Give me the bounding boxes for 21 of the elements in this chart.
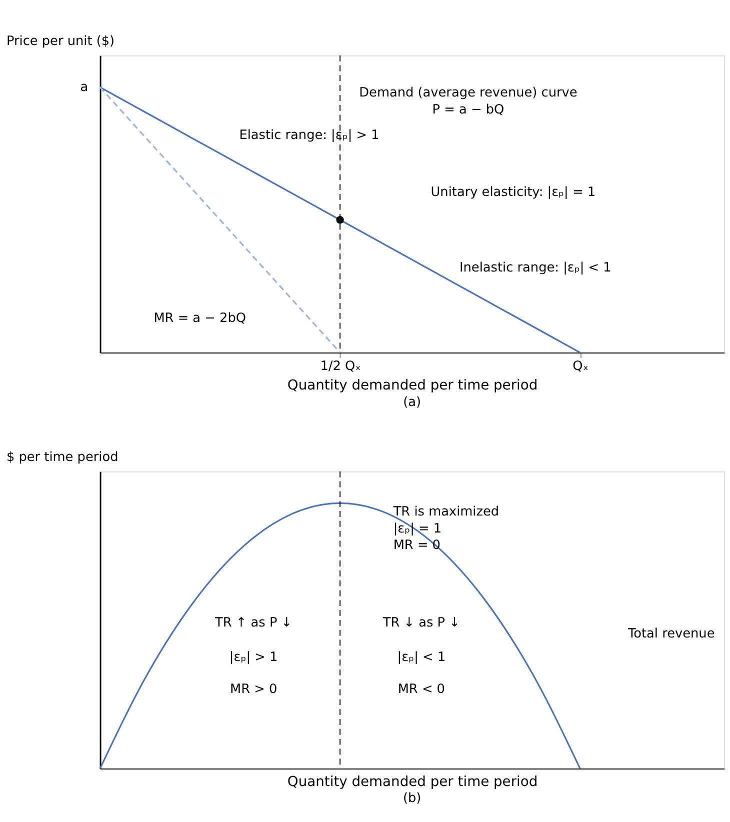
x-axis-title: Quantity demanded per time period [287, 774, 538, 790]
text: a [80, 80, 88, 96]
x-tick-label: 1/2 Qₓ [320, 358, 362, 374]
annotation: Demand (average revenue) curve P = a − bQ [359, 85, 578, 118]
text: (a) [403, 395, 422, 410]
x-axis-title: Quantity demanded per time period [287, 378, 538, 394]
y-axis-title: $ per time period [6, 450, 118, 465]
annotation: |εₚ| > 1 [229, 650, 278, 666]
annotation: Unitary elasticity: |εₚ| = 1 [430, 185, 596, 200]
annotation: |εₚ| < 1 [397, 650, 446, 666]
annotation: MR = a − 2bQ [154, 311, 246, 326]
x-tick-label: Qₓ [572, 358, 589, 374]
text: (b) [402, 791, 422, 806]
annotation: Total revenue [626, 626, 715, 642]
y-axis-title: Price per unit ($) [6, 34, 115, 49]
annotation: Inelastic range: |εₚ| < 1 [459, 260, 612, 276]
annotation: TR ↓ as P ↓ [382, 616, 460, 631]
annotation: TR ↑ as P ↓ [214, 616, 292, 631]
annotation: MR < 0 [398, 682, 445, 697]
annotation: Elastic range: |εₚ| > 1 [239, 128, 380, 143]
annotation: MR > 0 [230, 682, 278, 697]
